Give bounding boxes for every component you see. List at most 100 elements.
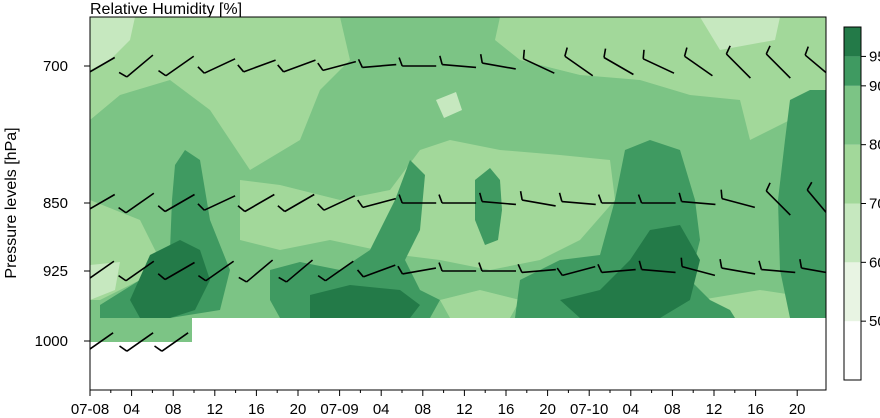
wind-barb bbox=[438, 194, 477, 204]
wind-barb bbox=[719, 259, 756, 275]
humidity-contour-60 bbox=[90, 17, 135, 70]
wind-barb bbox=[238, 259, 274, 283]
wind-barb bbox=[277, 59, 316, 73]
x-tick-label: 16 bbox=[747, 401, 764, 418]
y-tick-label: 850 bbox=[43, 195, 68, 212]
x-tick-label: 16 bbox=[248, 401, 265, 418]
wind-barb bbox=[278, 259, 314, 283]
colorbar-segment bbox=[844, 321, 861, 380]
wind-barb bbox=[90, 260, 115, 279]
colorbar-segment bbox=[844, 85, 861, 145]
wind-barb bbox=[397, 265, 437, 275]
wind-barb bbox=[317, 195, 356, 211]
x-tick-label: 12 bbox=[206, 401, 223, 418]
humidity-contour-60 bbox=[436, 92, 462, 118]
wind-barb bbox=[439, 55, 477, 69]
wind-barb bbox=[642, 49, 675, 74]
humidity-contour-60 bbox=[700, 17, 780, 50]
wind-barb bbox=[597, 194, 636, 204]
wind-barb bbox=[357, 58, 397, 69]
wind-barb bbox=[197, 58, 236, 74]
colorbar-segment bbox=[844, 27, 861, 57]
colorbar-tick-label: 70 bbox=[869, 196, 880, 213]
wind-barb bbox=[683, 47, 713, 77]
colorbar-segment bbox=[844, 203, 861, 263]
wind-barb bbox=[478, 262, 516, 272]
x-tick-label: 07-08 bbox=[71, 401, 109, 418]
colorbar-tick-label: 80 bbox=[869, 137, 880, 154]
humidity-contour-90 bbox=[560, 225, 700, 318]
x-tick-label: 12 bbox=[456, 401, 473, 418]
wind-barb bbox=[479, 54, 516, 70]
wind-barb bbox=[157, 261, 195, 281]
wind-barb bbox=[154, 332, 189, 352]
x-tick-label: 08 bbox=[414, 401, 431, 418]
humidity-contour-80 bbox=[475, 168, 502, 245]
colorbar-segment bbox=[844, 56, 861, 86]
x-tick-label: 04 bbox=[622, 401, 639, 418]
humidity-contour-90 bbox=[310, 285, 420, 318]
wind-barbs bbox=[90, 45, 826, 352]
wind-barb bbox=[637, 194, 676, 204]
chart-title: Relative Humidity [%] bbox=[90, 1, 242, 18]
x-tick-label: 07-10 bbox=[570, 401, 608, 418]
colorbar: 50 60 70 80 90 95 bbox=[843, 26, 880, 381]
wind-barb bbox=[517, 263, 556, 274]
wind-barb bbox=[356, 264, 396, 278]
wind-barb bbox=[197, 195, 236, 211]
plot-area bbox=[90, 17, 826, 390]
wind-barb bbox=[765, 45, 791, 79]
wind-barb bbox=[564, 47, 594, 77]
wind-barb bbox=[118, 260, 155, 282]
humidity-contour-70 bbox=[495, 17, 826, 140]
wind-barb bbox=[799, 259, 826, 274]
humidity-contour-70 bbox=[440, 290, 520, 318]
x-tick-label: 04 bbox=[123, 401, 140, 418]
wind-barb bbox=[398, 57, 437, 67]
colorbar-tick-label: 50 bbox=[869, 313, 880, 330]
wind-barb bbox=[597, 263, 636, 274]
wind-barb bbox=[680, 257, 716, 277]
wind-barb bbox=[678, 192, 716, 206]
humidity-contour-60 bbox=[90, 262, 120, 300]
wind-barb bbox=[317, 260, 354, 282]
wind-barb bbox=[237, 59, 276, 73]
wind-barb bbox=[758, 260, 796, 274]
wind-barb bbox=[804, 46, 826, 74]
x-tick-label: 04 bbox=[373, 401, 390, 418]
wind-barb bbox=[603, 48, 634, 76]
wind-barb bbox=[317, 60, 357, 72]
wind-barb bbox=[522, 49, 555, 74]
wind-barb bbox=[720, 189, 756, 209]
wind-barb bbox=[118, 54, 154, 78]
x-tick-label: 20 bbox=[539, 401, 556, 418]
x-tick-label: 20 bbox=[789, 401, 806, 418]
terrain-mask bbox=[90, 342, 826, 390]
wind-barb bbox=[558, 192, 596, 206]
wind-barb bbox=[765, 182, 791, 216]
wind-barb bbox=[157, 193, 195, 213]
wind-barb bbox=[556, 265, 596, 277]
wind-barb bbox=[90, 332, 114, 350]
wind-barb bbox=[519, 191, 556, 207]
x-tick-label: 16 bbox=[498, 401, 515, 418]
x-axis: 07-08 04 08 12 16 20 07-09 04 08 12 16 20 07-10 04 08 1… bbox=[71, 390, 806, 418]
humidity-contour-80 bbox=[270, 160, 440, 318]
colorbar-tick-label: 90 bbox=[869, 78, 880, 95]
x-tick-label: 20 bbox=[290, 401, 307, 418]
x-tick-label: 12 bbox=[706, 401, 723, 418]
colorbar-segment bbox=[844, 144, 861, 204]
colorbar-segment bbox=[844, 262, 861, 322]
wind-barb bbox=[237, 193, 275, 213]
y-axis-label: Pressure levels [hPa] bbox=[3, 127, 20, 278]
wind-barb bbox=[158, 55, 195, 77]
wind-barb bbox=[638, 260, 676, 274]
y-axis: 700 850 925 1000 bbox=[35, 58, 90, 350]
wind-barb bbox=[398, 194, 437, 204]
colorbar-tick-label: 60 bbox=[869, 254, 880, 271]
x-tick-label: 08 bbox=[165, 401, 182, 418]
wind-barb bbox=[806, 181, 826, 214]
y-tick-label: 925 bbox=[43, 263, 68, 280]
wind-barb bbox=[277, 193, 315, 213]
